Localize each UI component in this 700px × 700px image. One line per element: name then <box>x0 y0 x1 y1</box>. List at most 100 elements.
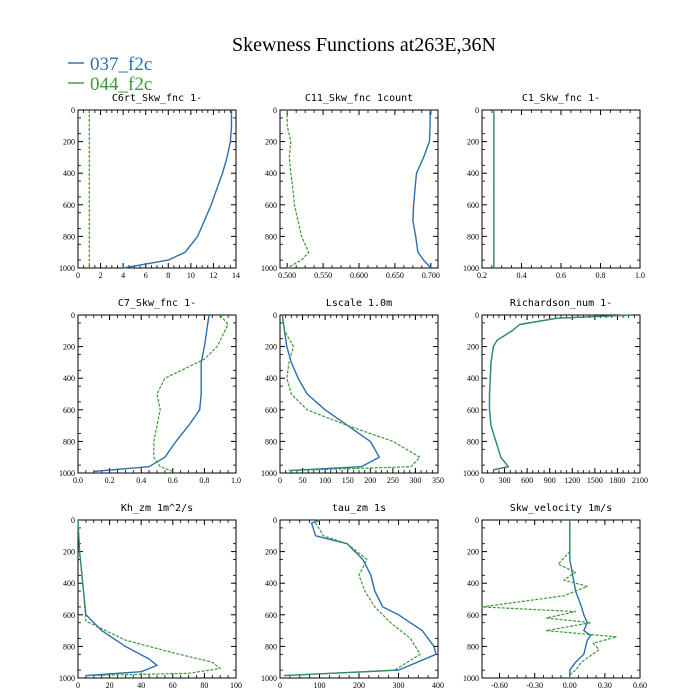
y-tick-label: 200 <box>265 343 277 352</box>
x-tick-label: 0 <box>278 681 282 690</box>
x-tick-label: 300 <box>499 476 511 485</box>
x-tick-label: 0.6 <box>556 271 566 280</box>
y-tick-label: 600 <box>265 406 277 415</box>
y-tick-label: 200 <box>63 548 75 557</box>
panel-title: tau_zm 1s <box>332 503 386 514</box>
x-tick-label: 0.2 <box>105 476 115 485</box>
plot-frame <box>77 314 237 474</box>
series-line-044_f2c <box>286 110 310 269</box>
x-tick-label: 0.8 <box>596 271 606 280</box>
y-tick-label: 800 <box>265 437 277 446</box>
panel-title: C7_Skw_fnc 1- <box>118 298 196 309</box>
y-tick-label: 800 <box>265 232 277 241</box>
plot-frame <box>77 109 237 269</box>
y-tick-label: 1000 <box>59 264 75 273</box>
x-tick-label: 0.60 <box>633 681 647 690</box>
panel-title: Skw_velocity 1m/s <box>510 503 612 514</box>
x-tick-label: 0.4 <box>136 476 146 485</box>
y-tick-label: 400 <box>265 374 277 383</box>
y-tick-label: 1000 <box>463 469 479 478</box>
y-tick-label: 0 <box>475 311 479 320</box>
x-tick-label: 60 <box>169 681 177 690</box>
x-tick-label: 2100 <box>632 476 648 485</box>
y-tick-label: 600 <box>265 201 277 210</box>
series-line-037_f2c <box>281 314 380 472</box>
y-tick-label: 200 <box>265 548 277 557</box>
series-line-037_f2c <box>122 110 233 269</box>
y-tick-label: 200 <box>265 138 277 147</box>
y-tick-label: 400 <box>265 169 277 178</box>
x-tick-label: 0.500 <box>278 271 296 280</box>
x-tick-label: 300 <box>409 476 421 485</box>
panel-title: C11_Skw_fnc 1count <box>305 93 413 104</box>
x-tick-label: 50 <box>299 476 307 485</box>
series-line-044_f2c <box>153 314 229 472</box>
y-tick-label: 0 <box>273 106 277 115</box>
y-tick-label: 400 <box>467 374 479 383</box>
x-tick-label: 1500 <box>587 476 603 485</box>
panel-title: C1_Skw_fnc 1- <box>522 93 600 104</box>
y-tick-label: 400 <box>63 579 75 588</box>
x-tick-label: 40 <box>137 681 145 690</box>
x-tick-label: 0.650 <box>386 271 404 280</box>
y-tick-label: 400 <box>467 579 479 588</box>
y-tick-label: 1000 <box>261 469 277 478</box>
x-tick-label: -0.30 <box>526 681 543 690</box>
x-tick-label: 0.550 <box>314 271 332 280</box>
x-tick-label: 150 <box>342 476 354 485</box>
x-tick-label: 100 <box>314 681 326 690</box>
x-tick-label: 0.8 <box>199 476 209 485</box>
x-tick-label: 8 <box>166 271 170 280</box>
y-tick-label: 800 <box>63 437 75 446</box>
y-tick-label: 600 <box>63 611 75 620</box>
x-tick-label: 0 <box>76 271 80 280</box>
panel-title: C6rt_Skw_fnc 1- <box>112 93 202 104</box>
x-tick-label: 1.0 <box>635 271 645 280</box>
y-tick-label: 200 <box>467 138 479 147</box>
series-line-044_f2c <box>481 520 618 678</box>
y-tick-label: 600 <box>467 201 479 210</box>
x-tick-label: 20 <box>106 681 114 690</box>
x-tick-label: 350 <box>432 476 444 485</box>
x-tick-label: 2 <box>99 271 103 280</box>
x-tick-label: 0.6 <box>168 476 178 485</box>
plot-frame <box>481 314 641 474</box>
plot-frame <box>481 109 641 269</box>
x-tick-label: 0.600 <box>350 271 368 280</box>
y-tick-label: 1000 <box>59 674 75 683</box>
y-tick-label: 400 <box>467 169 479 178</box>
y-tick-label: 0 <box>71 516 75 525</box>
panel-title: Lscale 1.0m <box>326 298 392 309</box>
series-line-037_f2c <box>77 519 158 677</box>
y-tick-label: 1000 <box>261 264 277 273</box>
x-tick-label: 1800 <box>609 476 625 485</box>
panel-9: Skw_velocity 1m/s 0 200 400 600 800 1000 -0.60 -… <box>463 503 647 690</box>
y-tick-label: 400 <box>63 169 75 178</box>
x-tick-label: -0.60 <box>491 681 508 690</box>
x-tick-label: 0.2 <box>477 271 487 280</box>
x-tick-label: 1.0 <box>231 476 241 485</box>
y-tick-label: 1000 <box>463 674 479 683</box>
x-tick-label: 250 <box>387 476 399 485</box>
y-tick-label: 800 <box>467 437 479 446</box>
x-tick-label: 12 <box>209 271 217 280</box>
x-tick-label: 200 <box>364 476 376 485</box>
plot-frame <box>77 519 237 679</box>
x-tick-label: 300 <box>393 681 405 690</box>
x-tick-label: 0.00 <box>563 681 577 690</box>
x-tick-label: 14 <box>232 271 240 280</box>
x-tick-label: 80 <box>200 681 208 690</box>
y-tick-label: 0 <box>71 106 75 115</box>
plot-frame <box>481 519 641 679</box>
legend: 037_f2c 044_f2c <box>68 54 152 95</box>
x-tick-label: 400 <box>432 681 444 690</box>
y-tick-label: 600 <box>467 611 479 620</box>
panel-2: C11_Skw_fnc 1count 0 200 400 600 800 10000.500… <box>261 93 440 280</box>
y-tick-label: 0 <box>475 516 479 525</box>
series-line-044_f2c <box>488 314 633 471</box>
